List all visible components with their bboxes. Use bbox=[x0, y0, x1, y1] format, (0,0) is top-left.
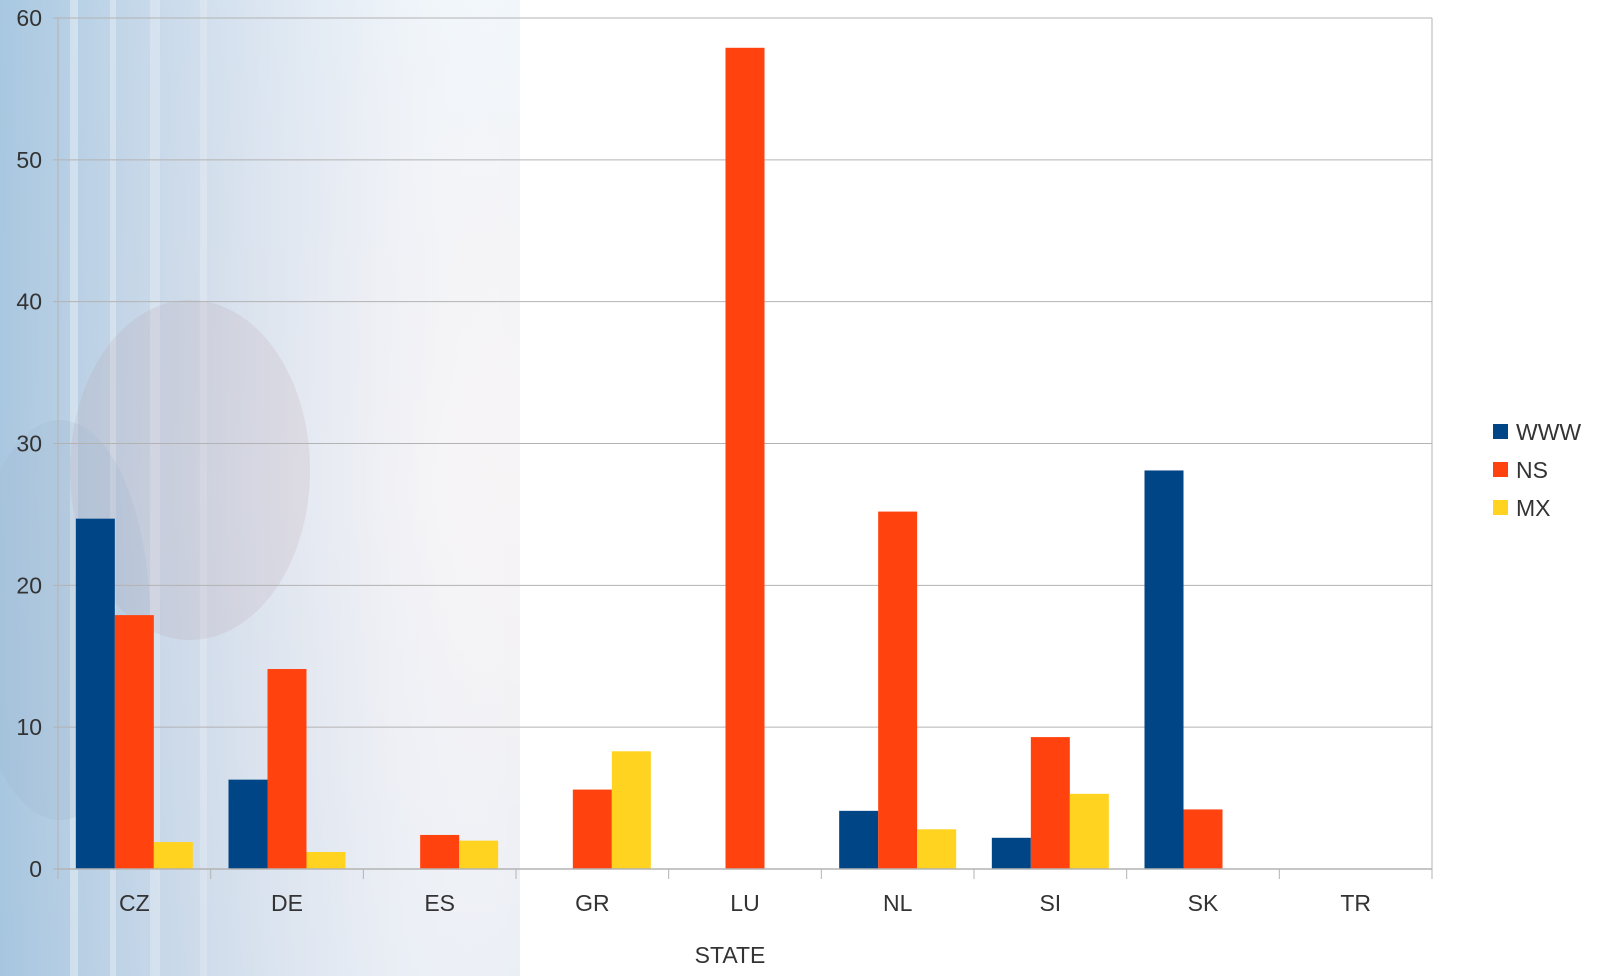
x-tick-label: GR bbox=[575, 890, 610, 916]
bar-ns-es bbox=[420, 834, 460, 869]
y-tick-label: 60 bbox=[16, 5, 42, 31]
y-tick-label: 50 bbox=[16, 147, 42, 173]
y-tick-label: 30 bbox=[16, 431, 42, 457]
bar-www-sk bbox=[1144, 470, 1184, 869]
bar-ns-cz bbox=[114, 615, 154, 869]
bar-mx-gr bbox=[611, 751, 651, 869]
legend-label-mx: MX bbox=[1516, 495, 1551, 521]
legend-label-ns: NS bbox=[1516, 457, 1548, 483]
bar-mx-es bbox=[459, 840, 499, 869]
x-tick-label: SI bbox=[1039, 890, 1061, 916]
bar-ns-lu bbox=[725, 47, 765, 870]
bar-mx-cz bbox=[153, 842, 193, 869]
x-tick-label: NL bbox=[883, 890, 913, 916]
legend-swatch-mx bbox=[1493, 500, 1508, 515]
bar-ns-si bbox=[1030, 737, 1070, 869]
bar-www-si bbox=[991, 837, 1031, 869]
bar-www-cz bbox=[75, 518, 115, 869]
x-tick-label: DE bbox=[271, 890, 303, 916]
bar-www-de bbox=[228, 779, 268, 869]
legend-swatch-ns bbox=[1493, 462, 1508, 477]
bar-mx-de bbox=[306, 851, 346, 869]
bar-mx-nl bbox=[917, 829, 957, 869]
legend-swatch-www bbox=[1493, 424, 1508, 439]
y-tick-label: 0 bbox=[29, 856, 42, 882]
x-axis-title: STATE bbox=[695, 942, 766, 968]
bar-mx-si bbox=[1069, 793, 1109, 869]
y-tick-label: 10 bbox=[16, 714, 42, 740]
plot-area: 0 10 20 30 40 50 60 CZ DE ES GR LU NL SI SK TR STATE WWW N… bbox=[16, 5, 1581, 968]
x-tick-label: ES bbox=[424, 890, 455, 916]
x-tick-label: SK bbox=[1188, 890, 1219, 916]
x-tick-label: CZ bbox=[119, 890, 150, 916]
bar-www-nl bbox=[839, 810, 879, 869]
x-tick-label: LU bbox=[730, 890, 759, 916]
bar-ns-de bbox=[267, 669, 307, 869]
y-tick-label: 40 bbox=[16, 289, 42, 315]
bar-ns-sk bbox=[1183, 809, 1223, 869]
legend-label-www: WWW bbox=[1516, 419, 1581, 445]
y-tick-label: 20 bbox=[16, 572, 42, 598]
bar-ns-gr bbox=[572, 789, 612, 869]
x-tick-label: TR bbox=[1340, 890, 1371, 916]
bar-ns-nl bbox=[878, 511, 918, 869]
